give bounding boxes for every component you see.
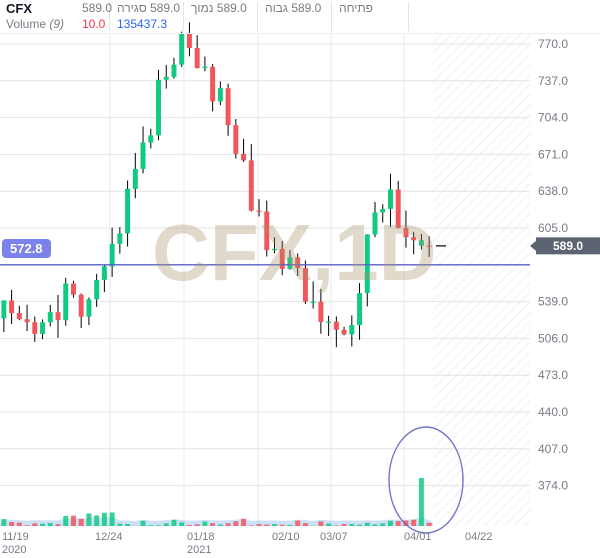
svg-text:589.0: 589.0 [553,239,583,253]
svg-text:440.0: 440.0 [538,405,568,419]
svg-text:506.0: 506.0 [538,331,568,345]
svg-text:407.0: 407.0 [538,442,568,456]
svg-text:737.0: 737.0 [538,74,568,88]
svg-text:770.0: 770.0 [538,37,568,51]
svg-text:671.0: 671.0 [538,147,568,161]
svg-text:704.0: 704.0 [538,111,568,125]
svg-text:473.0: 473.0 [538,368,568,382]
svg-text:539.0: 539.0 [538,295,568,309]
svg-text:605.0: 605.0 [538,221,568,235]
svg-text:638.0: 638.0 [538,184,568,198]
svg-text:374.0: 374.0 [538,479,568,493]
